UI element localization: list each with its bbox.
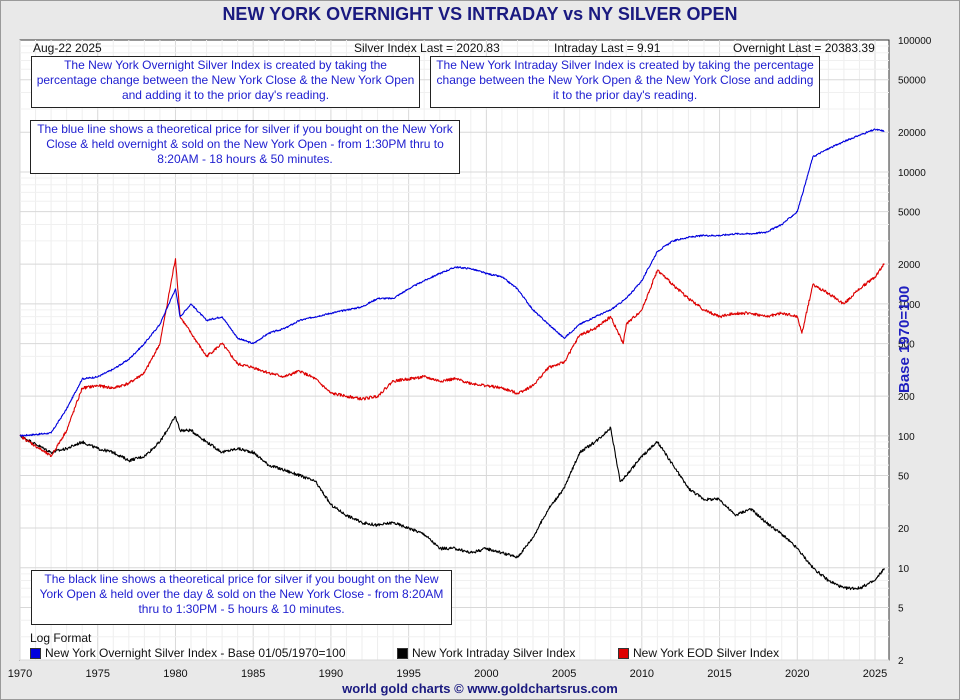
legend-label-overnight: New York Overnight Silver Index - Base 0… [45, 646, 346, 660]
log-format-label: Log Format [30, 631, 92, 645]
series-intraday [19, 416, 885, 591]
y-tick-label: 5000 [898, 208, 921, 219]
y-tick-label: 50 [898, 472, 910, 483]
series-eod [19, 258, 885, 458]
chart-title: NEW YORK OVERNIGHT VS INTRADAY vs NY SIL… [222, 4, 738, 24]
legend-label-eod: New York EOD Silver Index [633, 646, 780, 660]
x-tick-label: 1980 [163, 668, 187, 680]
y-tick-label: 5 [898, 603, 904, 614]
legend-swatch-eod [618, 647, 629, 659]
x-tick-label: 2025 [863, 668, 887, 680]
x-tick-label: 1990 [319, 668, 343, 680]
x-tick-label: 1970 [8, 668, 32, 680]
x-tick-label: 2000 [474, 668, 498, 680]
legend-overnight: New York Overnight Silver Index - Base 0… [30, 646, 346, 660]
y-tick-label: 20 [898, 524, 910, 535]
legend-swatch-overnight [30, 647, 41, 659]
y-gridlines [20, 45, 889, 661]
overnight-definition-note: The New York Overnight Silver Index is c… [31, 56, 420, 108]
overnight-readout: Overnight Last = 20383.39 [733, 41, 875, 55]
intraday-readout: Intraday Last = 9.91 [554, 41, 661, 55]
black-line-note: The black line shows a theoretical price… [31, 570, 452, 625]
y-tick-label: 1000 [898, 300, 921, 311]
y-tick-label: 100000 [898, 36, 932, 47]
legend-label-intraday: New York Intraday Silver Index [412, 646, 576, 660]
x-tick-label: 2015 [707, 668, 731, 680]
y-tick-label: 500 [898, 340, 915, 351]
legend-intraday: New York Intraday Silver Index [397, 646, 575, 660]
y-tick-label: 2 [898, 656, 904, 667]
x-tick-label: 2020 [785, 668, 809, 680]
y-tick-label: 100 [898, 432, 915, 443]
x-tick-label: 2005 [552, 668, 576, 680]
y-axis-title: Base 1970=100 [896, 285, 913, 393]
x-tick-label: 2010 [630, 668, 654, 680]
y-tick-label: 50000 [898, 76, 926, 87]
y-tick-label: 20000 [898, 128, 926, 139]
footer-credit: world gold charts © www.goldchartsrus.co… [342, 681, 618, 696]
intraday-definition-note: The New York Intraday Silver Index is cr… [430, 56, 820, 108]
silver-index-readout: Silver Index Last = 2020.83 [354, 41, 500, 55]
series-layer [19, 128, 885, 591]
y-tick-label: 200 [898, 392, 915, 403]
y-tick-label: 2000 [898, 260, 921, 271]
legend-eod: New York EOD Silver Index [618, 646, 779, 660]
x-tick-label: 1985 [241, 668, 265, 680]
series-overnight [19, 128, 885, 437]
date-readout: Aug-22 2025 [33, 41, 102, 55]
y-tick-label: 10000 [898, 168, 926, 179]
y-tick-label: 10 [898, 564, 910, 575]
x-tick-label: 1975 [85, 668, 109, 680]
y-tick-labels: 100000 50000 20000 10000 5000 2000 1000 500 200 1… [898, 36, 932, 667]
x-tick-labels: 1970 1975 1980 1985 1990 1995 2000 2005 2010 2015… [8, 668, 887, 680]
blue-line-note: The blue line shows a theoretical price … [30, 120, 460, 174]
x-tick-label: 1995 [396, 668, 420, 680]
legend-swatch-intraday [397, 647, 408, 659]
